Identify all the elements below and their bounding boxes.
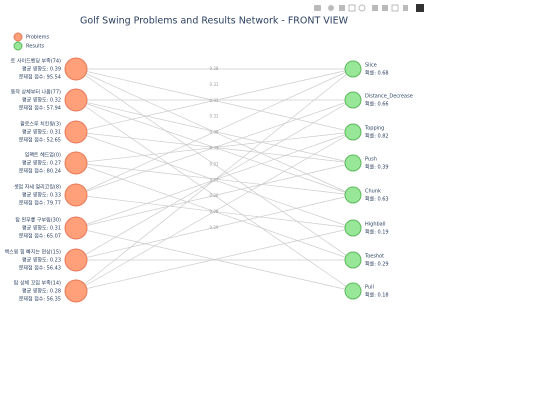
problem-score: 문제점 점수: 65.07 <box>19 233 61 240</box>
problem-node <box>64 183 88 207</box>
edge-label: 0.30 <box>210 130 219 135</box>
edge <box>75 99 354 196</box>
zoom-in-icon[interactable] <box>372 5 378 11</box>
problem-node <box>64 216 88 240</box>
problem-name: 토 사이드벤딩 부족(74) <box>11 58 61 65</box>
result-name: Chunk <box>365 189 381 195</box>
zoom-icon[interactable] <box>328 5 334 11</box>
result-name: Push <box>365 157 377 163</box>
problem-node <box>64 57 88 81</box>
edge-label: 0.28 <box>210 66 219 71</box>
result-name: Slice <box>365 63 377 69</box>
edge-label: 0.31 <box>210 82 219 87</box>
legend-marker[interactable] <box>13 32 23 42</box>
problem-score: 문제점 점수: 56.43 <box>19 265 61 272</box>
plotly-logo[interactable] <box>416 4 424 12</box>
result-prob: 확률: 0.19 <box>365 229 389 236</box>
edge-label: 0.28 <box>210 209 219 214</box>
problem-impact: 평균 영향도: 0.39 <box>22 66 61 73</box>
edge <box>75 99 354 164</box>
pan-icon[interactable] <box>339 5 345 11</box>
problem-score: 문제점 점수: 57.94 <box>19 105 61 112</box>
edge-label: 0.27 <box>210 177 219 182</box>
problem-node <box>64 88 88 112</box>
problem-name: 탑 왼무릎 구부림(30) <box>15 217 61 224</box>
problem-impact: 평균 영향도: 0.28 <box>22 288 61 295</box>
result-node <box>344 251 362 269</box>
problem-score: 문제점 점수: 95.54 <box>19 74 61 81</box>
edge <box>75 68 354 292</box>
legend-label[interactable]: Problems <box>26 35 49 41</box>
result-prob: 확률: 0.18 <box>365 292 389 299</box>
problem-impact: 평균 영향도: 0.33 <box>22 192 61 199</box>
edge-label: 0.31 <box>210 98 219 103</box>
problem-name: 팔로스루 치킨윙(3) <box>20 121 61 128</box>
problem-node <box>64 279 88 303</box>
problem-name: 백스윙 힘 빠지는 현상(15) <box>5 249 61 256</box>
problem-impact: 평균 영향도: 0.31 <box>22 129 61 136</box>
result-node <box>344 219 362 237</box>
problem-impact: 평균 영향도: 0.27 <box>22 160 61 167</box>
problem-name: 동작 상체부터 나옴(77) <box>11 89 61 96</box>
problem-node <box>64 151 88 175</box>
edge-label: 0.33 <box>210 146 219 151</box>
result-node <box>344 154 362 172</box>
result-name: Topping <box>364 126 384 132</box>
result-name: Pull <box>365 285 374 291</box>
autoscale-icon[interactable] <box>391 4 399 12</box>
edge-label: 0.29 <box>210 225 219 230</box>
result-node <box>344 282 362 300</box>
edge <box>75 131 354 292</box>
problem-name: 탑 상체 꼬임 부족(14) <box>14 280 61 287</box>
problem-impact: 평균 영향도: 0.32 <box>22 97 61 104</box>
legend-marker[interactable] <box>13 41 23 51</box>
edge-label: 0.31 <box>210 161 219 166</box>
edge <box>75 227 354 292</box>
toolbar <box>314 4 424 12</box>
result-name: Highball <box>365 222 386 228</box>
title: Golf Swing Problems and Results Network … <box>80 16 349 27</box>
result-prob: 확률: 0.63 <box>365 196 389 203</box>
edge <box>75 68 354 133</box>
select-icon[interactable] <box>348 4 356 12</box>
problem-node <box>64 248 88 272</box>
problem-score: 문제점 점수: 80.24 <box>19 168 61 175</box>
problem-impact: 평균 영향도: 0.31 <box>22 225 61 232</box>
problem-score: 문제점 점수: 79.77 <box>19 200 61 207</box>
edge <box>75 68 354 261</box>
problem-impact: 평균 영향도: 0.23 <box>22 257 61 264</box>
problem-name: 셋업 자세 얼리코킹(8) <box>14 184 61 191</box>
zoom-out-icon[interactable] <box>382 5 388 11</box>
edge-label: 0.31 <box>210 114 219 119</box>
edge <box>75 162 354 196</box>
problem-node <box>64 120 88 144</box>
result-prob: 확률: 0.82 <box>365 133 389 140</box>
legend-label[interactable]: Results <box>26 44 44 50</box>
reset-icon[interactable] <box>403 5 408 11</box>
result-node <box>344 91 362 109</box>
result-prob: 확률: 0.29 <box>365 261 389 268</box>
result-node <box>344 186 362 204</box>
result-name: Toeshot <box>364 254 384 260</box>
edge <box>75 68 354 196</box>
lasso-icon[interactable] <box>358 4 366 12</box>
problem-name: 임팩트 헤드업(0) <box>25 152 61 159</box>
result-name: Distance_Decrease <box>365 94 413 100</box>
result-prob: 확률: 0.66 <box>365 101 389 108</box>
camera-icon[interactable] <box>314 5 321 11</box>
problem-score: 문제점 점수: 56.35 <box>19 296 61 303</box>
edge <box>75 162 354 229</box>
edge <box>75 194 354 261</box>
result-node <box>344 123 362 141</box>
result-prob: 확률: 0.68 <box>365 70 389 77</box>
edge-label: 0.26 <box>210 193 219 198</box>
result-node <box>344 60 362 78</box>
problem-score: 문제점 점수: 52.65 <box>19 137 61 144</box>
result-prob: 확률: 0.39 <box>365 164 389 171</box>
